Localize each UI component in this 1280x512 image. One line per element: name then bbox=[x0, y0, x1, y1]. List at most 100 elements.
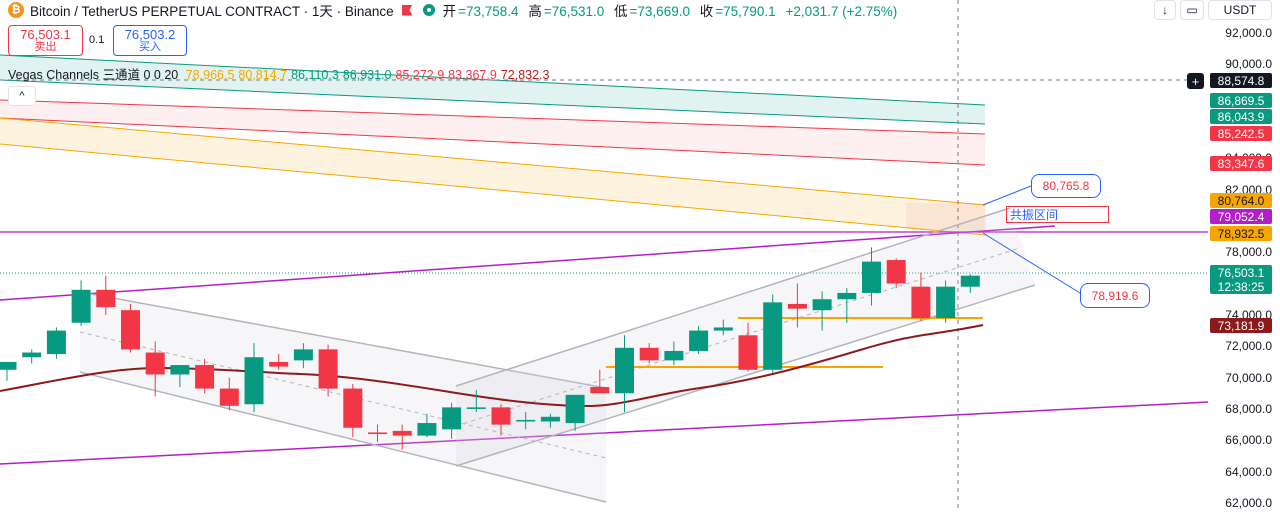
bar-countdown: 12:38:25 bbox=[1217, 279, 1265, 294]
candle-body[interactable] bbox=[565, 394, 585, 424]
candle-body[interactable] bbox=[96, 289, 116, 308]
candle-body[interactable] bbox=[269, 361, 289, 367]
indicator-name: Vegas Channels 三通道 0 0 20 bbox=[8, 68, 179, 82]
price-axis-tick: 64,000.0 bbox=[1225, 464, 1272, 479]
candle-body[interactable] bbox=[318, 349, 338, 389]
candle-body[interactable] bbox=[466, 407, 486, 409]
indicator-value-7: 72,832.3 bbox=[500, 68, 550, 82]
candle-body[interactable] bbox=[960, 275, 980, 287]
indicator-legend[interactable]: Vegas Channels 三通道 0 0 20 78,966.5 80,814… bbox=[8, 64, 558, 83]
vegas-red-tag-2: 83,347.6 bbox=[1210, 156, 1272, 171]
candle-body[interactable] bbox=[392, 430, 412, 436]
symbol-title[interactable]: Bitcoin / TetherUS PERPETUAL CONTRACT · … bbox=[30, 4, 394, 19]
candle-body[interactable] bbox=[417, 423, 437, 436]
download-button[interactable]: ↓ bbox=[1154, 0, 1176, 20]
candle-body[interactable] bbox=[689, 330, 709, 351]
candle-body[interactable] bbox=[639, 347, 659, 361]
flag-icon[interactable] bbox=[401, 4, 413, 16]
indicator-value-2: 80,814.7 bbox=[238, 68, 288, 82]
candle-body[interactable] bbox=[936, 286, 956, 319]
price-axis-tick: 90,000.0 bbox=[1225, 57, 1272, 72]
candle-body[interactable] bbox=[862, 261, 881, 293]
change-value: +2,031.7 (+2.75%) bbox=[785, 4, 898, 19]
buy-label: 买入 bbox=[139, 40, 161, 53]
falling-channel-lower bbox=[79, 371, 607, 503]
candle-body[interactable] bbox=[0, 361, 17, 370]
candle-body[interactable] bbox=[145, 352, 165, 375]
last-price-tag: 76,503.1 12:38:25 bbox=[1210, 265, 1272, 294]
candle-body[interactable] bbox=[886, 260, 906, 284]
candle-body[interactable] bbox=[219, 388, 239, 406]
currency-select[interactable]: USDT bbox=[1208, 0, 1272, 20]
visibility-eye-icon[interactable] bbox=[422, 4, 435, 16]
candle-body[interactable] bbox=[911, 286, 931, 319]
candle-body[interactable] bbox=[195, 365, 215, 389]
callout-upper-connector bbox=[982, 185, 1032, 206]
chevron-up-icon: ^ bbox=[19, 90, 25, 102]
callout-lower[interactable]: 78,919.6 bbox=[1080, 283, 1150, 308]
candle-body[interactable] bbox=[837, 292, 857, 300]
ema-price-tag: 73,181.9 bbox=[1210, 318, 1272, 333]
price-axis-tick: 62,000.0 bbox=[1225, 496, 1272, 510]
buy-button[interactable]: 76,503.2 买入 bbox=[113, 25, 187, 56]
ohlc-readout: 开 =73,758.4 高 =76,531.0 低 =73,669.0 收 =75,79… bbox=[443, 0, 904, 20]
falling-channel-fill bbox=[80, 292, 606, 502]
callout-upper[interactable]: 80,765.8 bbox=[1031, 174, 1101, 198]
indicator-values: 78,966.5 80,814.7 86,110.3 86,931.0 85,272.9… bbox=[186, 68, 554, 82]
vegas-red-lower bbox=[0, 117, 986, 166]
candle-body[interactable] bbox=[71, 289, 91, 323]
ema-line bbox=[0, 324, 984, 408]
candle-body[interactable] bbox=[368, 432, 387, 435]
price-axis-tick: 66,000.0 bbox=[1225, 433, 1272, 448]
indicator-value-6: 83,367.9 bbox=[448, 68, 497, 82]
candle-body[interactable] bbox=[121, 310, 140, 350]
vegas-orange-upper bbox=[0, 117, 986, 206]
candle-body[interactable] bbox=[244, 357, 264, 405]
add-crosshair-icon[interactable]: + bbox=[1187, 73, 1204, 89]
indicator-value-5: 85,272.9 bbox=[395, 68, 445, 82]
candle-body[interactable] bbox=[343, 388, 363, 428]
rising-channel-upper bbox=[455, 207, 1011, 387]
candle-body[interactable] bbox=[22, 352, 42, 358]
candle-body[interactable] bbox=[787, 303, 807, 309]
screen-button[interactable]: ▭ bbox=[1180, 0, 1204, 20]
vegas-green-tag-1: 86,869.5 bbox=[1210, 93, 1272, 108]
candle-body[interactable] bbox=[590, 387, 610, 394]
vegas-orange-lower bbox=[0, 143, 986, 236]
candle-body[interactable] bbox=[442, 407, 462, 430]
screen-icon: ▭ bbox=[1186, 3, 1198, 17]
buy-price: 76,503.2 bbox=[124, 26, 176, 42]
candle-body[interactable] bbox=[713, 327, 733, 331]
candle-body[interactable] bbox=[615, 347, 634, 394]
falling-channel-mid bbox=[79, 331, 607, 459]
price-axis-tick: 92,000.0 bbox=[1225, 25, 1272, 40]
currency-label: USDT bbox=[1223, 3, 1257, 17]
candle-body[interactable] bbox=[46, 330, 66, 355]
candle-body[interactable] bbox=[491, 407, 511, 425]
download-icon: ↓ bbox=[1162, 3, 1168, 17]
indicator-value-4: 86,931.0 bbox=[342, 68, 392, 82]
candle-body[interactable] bbox=[763, 302, 783, 370]
candle-body[interactable] bbox=[664, 350, 684, 361]
candle-body[interactable] bbox=[516, 419, 536, 422]
candle-body[interactable] bbox=[540, 416, 560, 422]
price-axis-tick: 70,000.0 bbox=[1225, 370, 1272, 385]
high-value: =76,531.0 bbox=[543, 4, 605, 19]
sell-button[interactable]: 76,503.1 卖出 bbox=[8, 25, 83, 56]
high-label: 高 bbox=[528, 4, 542, 19]
candle-body[interactable] bbox=[293, 349, 313, 361]
vegas-red-tag-1: 85,242.5 bbox=[1210, 126, 1272, 141]
vegas-green-tag-2: 86,043.9 bbox=[1210, 109, 1272, 124]
candle-body[interactable] bbox=[812, 299, 832, 311]
spread-value: 0.1 bbox=[89, 34, 105, 46]
collapse-legend-button[interactable]: ^ bbox=[8, 86, 36, 106]
candle-body[interactable] bbox=[170, 365, 190, 375]
sell-label: 卖出 bbox=[34, 40, 57, 53]
price-axis-tick: 78,000.0 bbox=[1225, 245, 1272, 260]
close-value: =75,790.1 bbox=[715, 4, 776, 19]
candle-body[interactable] bbox=[738, 335, 758, 370]
price-axis-tick: 68,000.0 bbox=[1225, 401, 1272, 416]
resonance-zone-label[interactable]: 共振区间 bbox=[1006, 206, 1109, 223]
rising-channel-mid bbox=[455, 247, 1021, 427]
